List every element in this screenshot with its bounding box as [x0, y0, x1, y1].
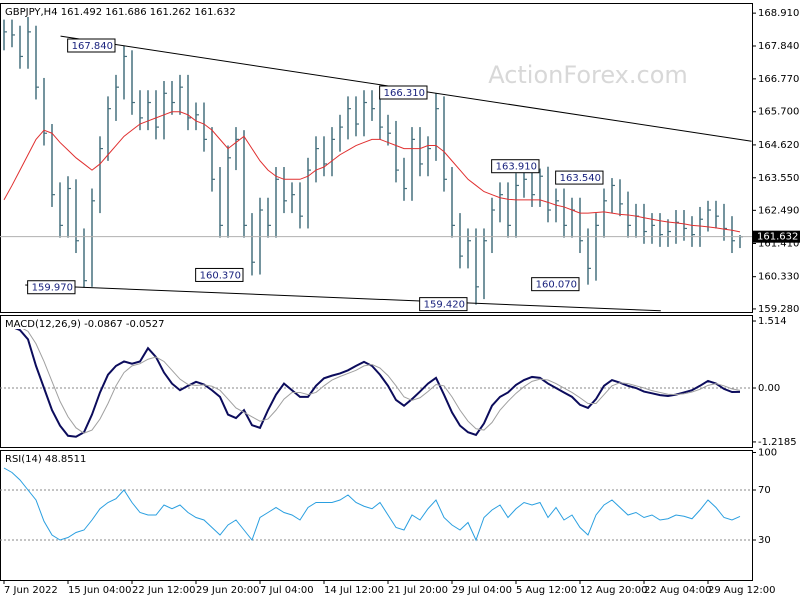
x-tick-label: 12 Aug 20:00: [580, 585, 647, 596]
y-tick-label: 0.00: [758, 383, 780, 394]
y-tick-label: 30: [758, 535, 771, 546]
x-tick-label: 29 Jul 04:00: [452, 585, 512, 596]
panel: 1.514 0.00 -1.2185 MACD(12,26,9) -0.0867 -0…: [0, 315, 797, 448]
last-price-label: 161.632: [757, 232, 798, 243]
annotation-box: [555, 170, 604, 185]
x-tick-label: 21 Jul 20:00: [388, 585, 448, 596]
annotation-box: [419, 297, 468, 312]
x-tick-label: 22 Jun 12:00: [132, 585, 196, 596]
title-bg: [2, 5, 239, 17]
watermark: ActionForex.com: [488, 61, 688, 89]
x-tick-label: 5 Aug 12:00: [516, 585, 577, 596]
y-tick-label: -1.2185: [758, 437, 797, 448]
y-tick-label: 161.410: [758, 239, 799, 250]
moving-average: [3, 111, 741, 233]
annotation-label: 159.970: [32, 283, 73, 294]
trendline: [25, 284, 661, 312]
y-tick-label: 70: [758, 485, 771, 496]
x-tick-label: 14 Jul 12:00: [324, 585, 384, 596]
title-bg: [2, 317, 168, 329]
indicator-line: [3, 323, 741, 434]
annotation-label: 160.370: [200, 270, 241, 281]
panel-frame: [0, 450, 753, 581]
annotation-label: 166.310: [384, 88, 425, 99]
y-tick-label: 166.770: [758, 74, 799, 85]
annotation-label: 163.540: [560, 173, 601, 184]
panel-title: GBPJPY,H4 161.492 161.686 161.262 161.63…: [5, 7, 236, 18]
y-tick-label: 167.840: [758, 41, 799, 52]
annotation-box: [67, 38, 116, 53]
y-tick-label: 1.514: [758, 316, 787, 327]
annotation-box: [379, 85, 428, 100]
annotation-box: [27, 280, 76, 295]
panel-frame: [0, 315, 753, 448]
panel-title: MACD(12,26,9) -0.0867 -0.0527: [5, 319, 165, 330]
title-bg: [2, 452, 90, 464]
panel: ActionForex.com 168.910 167.840 166.770 165.…: [0, 3, 800, 315]
y-tick-label: 160.330: [758, 272, 799, 283]
y-tick-label: 100: [758, 448, 777, 459]
annotation-label: 167.840: [72, 41, 113, 52]
y-tick-label: 163.550: [758, 173, 799, 184]
annotation-label: 163.910: [496, 162, 537, 173]
annotation-label: 159.420: [424, 300, 465, 311]
annotation-box: [195, 267, 244, 282]
x-tick-label: 7 Jul 04:00: [260, 585, 314, 596]
indicator-line: [3, 467, 741, 542]
y-tick-label: 159.280: [758, 304, 799, 315]
annotation-label: 160.070: [536, 280, 577, 291]
annotation-box: [491, 159, 540, 174]
y-tick-label: 168.910: [758, 8, 799, 19]
indicator-line: [3, 324, 741, 438]
x-tick-label: 7 Jun 2022: [4, 585, 58, 596]
x-tick-label: 29 Jun 20:00: [196, 585, 260, 596]
y-tick-label: 162.490: [758, 205, 799, 216]
panel-frame: [0, 3, 753, 313]
last-price-box: [753, 230, 800, 243]
panel-title: RSI(14) 48.8511: [5, 454, 86, 465]
annotation-box: [531, 277, 580, 292]
x-tick-label: 15 Jun 04:00: [68, 585, 132, 596]
panel: 100 70 30 RSI(14) 48.8511 7 Jun 2022 15 Jun 0…: [0, 448, 777, 596]
x-tick-label: 22 Aug 04:00: [644, 585, 711, 596]
y-tick-label: 165.700: [758, 107, 799, 118]
y-tick-label: 164.620: [758, 140, 799, 151]
x-tick-label: 29 Aug 12:00: [708, 585, 775, 596]
